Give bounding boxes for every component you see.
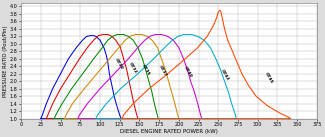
X-axis label: DIESEL ENGINE RATED POWER (kW): DIESEL ENGINE RATED POWER (kW) xyxy=(120,129,218,134)
Text: GT37: GT37 xyxy=(158,65,168,78)
Text: GT32: GT32 xyxy=(127,62,137,75)
Text: GT35: GT35 xyxy=(141,64,151,77)
Text: GT30: GT30 xyxy=(114,58,124,71)
Text: GT40: GT40 xyxy=(183,65,193,78)
Text: GT45: GT45 xyxy=(264,71,274,84)
Y-axis label: PRESSURE RATIO (Pout/Pin): PRESSURE RATIO (Pout/Pin) xyxy=(4,25,8,97)
Text: GT42: GT42 xyxy=(220,68,229,81)
